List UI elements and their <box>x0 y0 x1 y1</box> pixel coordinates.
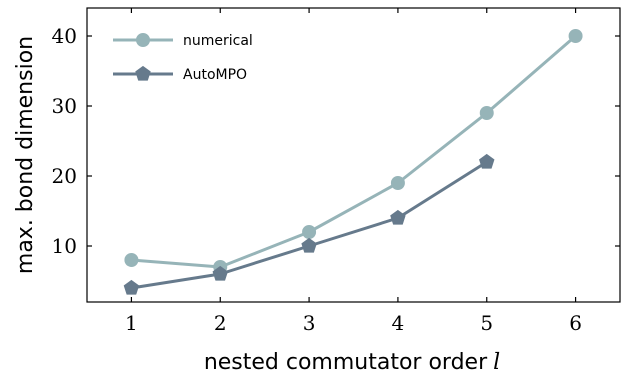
x-axis-title-text: nested commutator order <box>204 350 488 375</box>
data-point-autompo <box>212 265 228 281</box>
data-point-numerical <box>568 29 583 43</box>
y-tick-label: 10 <box>52 234 77 258</box>
legend-item-autompo: AutoMPO <box>113 65 247 83</box>
legend-label: AutoMPO <box>183 67 247 83</box>
legend-label: numerical <box>183 33 253 49</box>
x-tick-label: 6 <box>569 311 582 335</box>
plot-border <box>86 7 621 303</box>
data-point-autompo <box>479 153 495 169</box>
y-tick-label: 40 <box>52 24 77 48</box>
data-point-numerical <box>479 106 494 120</box>
legend-marker <box>136 33 150 47</box>
x-tick-label: 4 <box>392 311 405 335</box>
data-point-numerical <box>302 225 317 239</box>
y-axis-ticks: 10 20 30 40 <box>52 24 620 258</box>
x-tick-label: 1 <box>125 311 138 335</box>
x-axis-title-variable: l <box>493 350 500 375</box>
y-tick-label: 30 <box>52 94 77 118</box>
series-line-numerical <box>131 34 577 269</box>
series-autompo <box>123 153 495 295</box>
data-point-autompo <box>390 209 406 225</box>
x-tick-label: 2 <box>214 311 227 335</box>
legend: numerical AutoMPO <box>113 33 253 83</box>
x-axis-ticks: 1 2 3 4 5 6 <box>125 8 582 335</box>
y-axis-title: max. bond dimension <box>13 36 38 274</box>
data-point-numerical <box>124 253 139 267</box>
x-tick-label: 3 <box>303 311 316 335</box>
x-tick-label: 5 <box>480 311 493 335</box>
series-numerical <box>124 29 583 274</box>
series-layer <box>123 29 583 295</box>
y-tick-label: 20 <box>52 164 77 188</box>
x-axis-title: nested commutator order l <box>204 350 500 375</box>
data-point-numerical <box>390 176 405 190</box>
plot-frame <box>86 7 621 303</box>
data-point-autompo <box>123 279 140 295</box>
legend-item-numerical: numerical <box>113 33 253 49</box>
legend-marker <box>135 65 151 81</box>
data-point-autompo <box>301 237 317 253</box>
